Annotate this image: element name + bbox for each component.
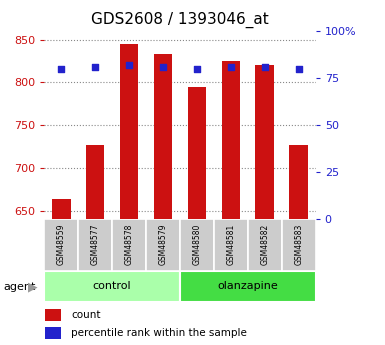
Point xyxy=(228,64,234,70)
Bar xyxy=(180,219,214,271)
Point xyxy=(126,62,132,68)
Text: GSM48559: GSM48559 xyxy=(57,223,66,265)
Text: percentile rank within the sample: percentile rank within the sample xyxy=(71,328,247,338)
Bar xyxy=(214,219,248,271)
Text: GSM48577: GSM48577 xyxy=(90,223,100,265)
Text: olanzapine: olanzapine xyxy=(218,282,278,291)
Bar xyxy=(45,309,62,321)
Point xyxy=(262,64,268,70)
Text: GSM48582: GSM48582 xyxy=(260,223,269,265)
Point xyxy=(194,66,200,71)
Text: ▶: ▶ xyxy=(28,280,37,294)
Bar xyxy=(180,271,316,302)
Bar xyxy=(221,61,240,345)
Bar xyxy=(282,219,316,271)
Text: GSM48583: GSM48583 xyxy=(294,223,303,265)
Text: GSM48581: GSM48581 xyxy=(226,223,235,265)
Point xyxy=(58,66,64,71)
Bar xyxy=(290,145,308,345)
Text: GSM48580: GSM48580 xyxy=(192,223,201,265)
Bar xyxy=(44,219,78,271)
Text: GSM48579: GSM48579 xyxy=(159,223,167,265)
Point xyxy=(296,66,302,71)
Bar xyxy=(187,88,206,345)
Bar xyxy=(45,327,62,339)
Text: agent: agent xyxy=(4,282,36,292)
Bar xyxy=(248,219,282,271)
Bar xyxy=(112,219,146,271)
Text: control: control xyxy=(93,282,131,291)
Bar xyxy=(120,44,139,345)
Bar xyxy=(44,271,180,302)
Point xyxy=(160,64,166,70)
Point xyxy=(92,64,98,70)
Title: GDS2608 / 1393046_at: GDS2608 / 1393046_at xyxy=(91,12,269,28)
Bar xyxy=(256,65,274,345)
Bar xyxy=(52,199,70,345)
Bar xyxy=(154,54,172,345)
Bar xyxy=(78,219,112,271)
Text: count: count xyxy=(71,310,101,320)
Bar xyxy=(146,219,180,271)
Text: GSM48578: GSM48578 xyxy=(125,223,134,265)
Bar xyxy=(86,145,104,345)
